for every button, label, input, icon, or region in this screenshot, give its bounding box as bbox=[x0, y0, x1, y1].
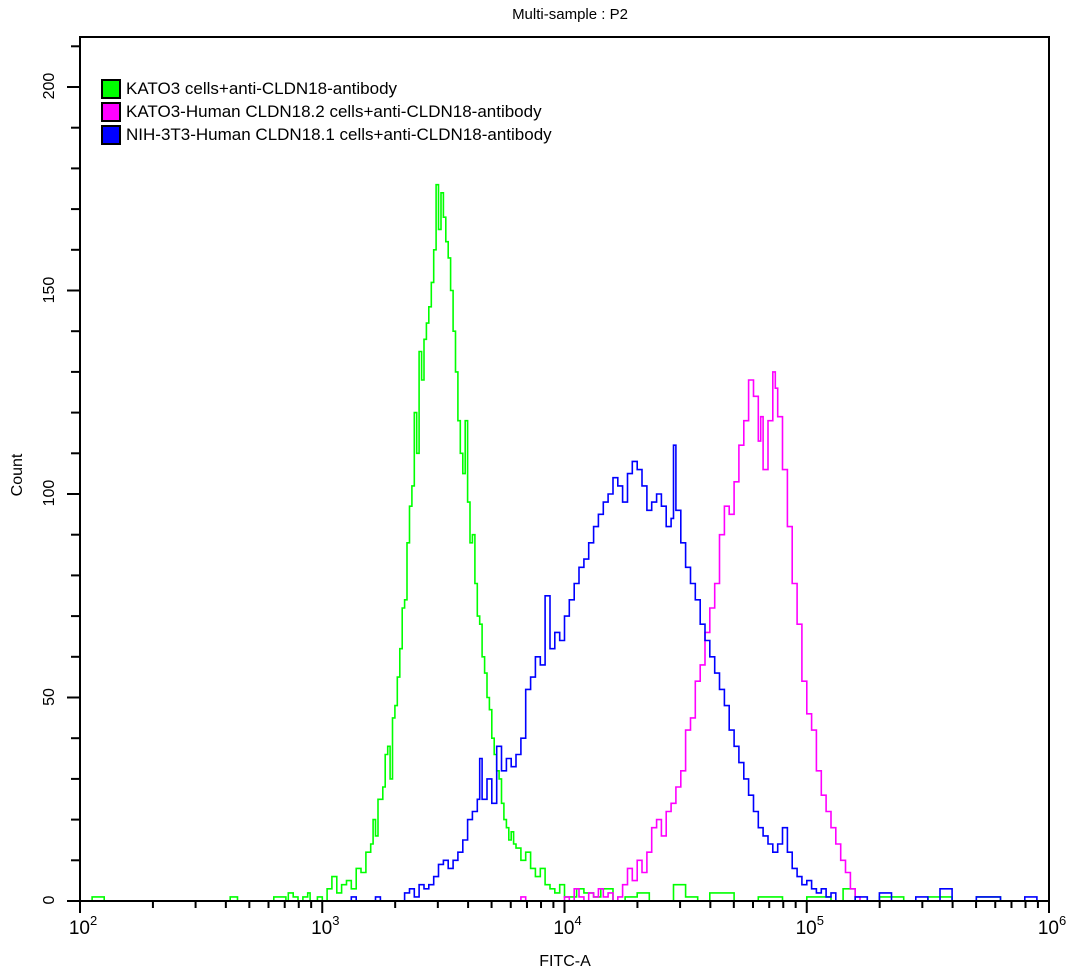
legend-label: NIH-3T3-Human CLDN18.1 cells+anti-CLDN18… bbox=[126, 124, 552, 144]
legend-item-nih3t3-cldn18-1: NIH-3T3-Human CLDN18.1 cells+anti-CLDN18… bbox=[101, 123, 552, 146]
y-tick-label: 150 bbox=[41, 276, 58, 303]
series-layer bbox=[80, 183, 1050, 902]
x-tick-label: 102 bbox=[68, 913, 98, 939]
legend-swatch-magenta bbox=[101, 101, 121, 122]
y-tick-label: 200 bbox=[41, 72, 58, 100]
x-tick-label: 103 bbox=[311, 913, 340, 939]
legend: KATO3 cells+anti-CLDN18-antibody KATO3-H… bbox=[101, 77, 552, 146]
legend-label: KATO3 cells+anti-CLDN18-antibody bbox=[126, 78, 398, 98]
x-tick-label: 106 bbox=[1037, 913, 1067, 939]
legend-swatch-blue bbox=[101, 124, 121, 145]
axes bbox=[67, 36, 1050, 913]
x-tick-label: 105 bbox=[795, 913, 824, 939]
legend-item-kato3: KATO3 cells+anti-CLDN18-antibody bbox=[101, 77, 552, 100]
x-axis-label: FITC-A bbox=[539, 953, 591, 970]
y-tick-label: 100 bbox=[41, 479, 58, 507]
y-tick-label: 50 bbox=[41, 687, 58, 706]
series-line-1 bbox=[80, 371, 1049, 902]
legend-label: KATO3-Human CLDN18.2 cells+anti-CLDN18-a… bbox=[126, 101, 542, 121]
plot-frame bbox=[79, 36, 1050, 902]
legend-swatch-green bbox=[101, 78, 121, 99]
y-tick-label: 0 bbox=[41, 895, 58, 905]
legend-item-kato3-cldn18-2: KATO3-Human CLDN18.2 cells+anti-CLDN18-a… bbox=[101, 100, 552, 123]
chart-title: Multi-sample : P2 bbox=[512, 6, 628, 23]
series-line-2 bbox=[80, 444, 1050, 902]
series-line-0 bbox=[80, 183, 1049, 902]
x-tick-label: 104 bbox=[553, 913, 582, 939]
